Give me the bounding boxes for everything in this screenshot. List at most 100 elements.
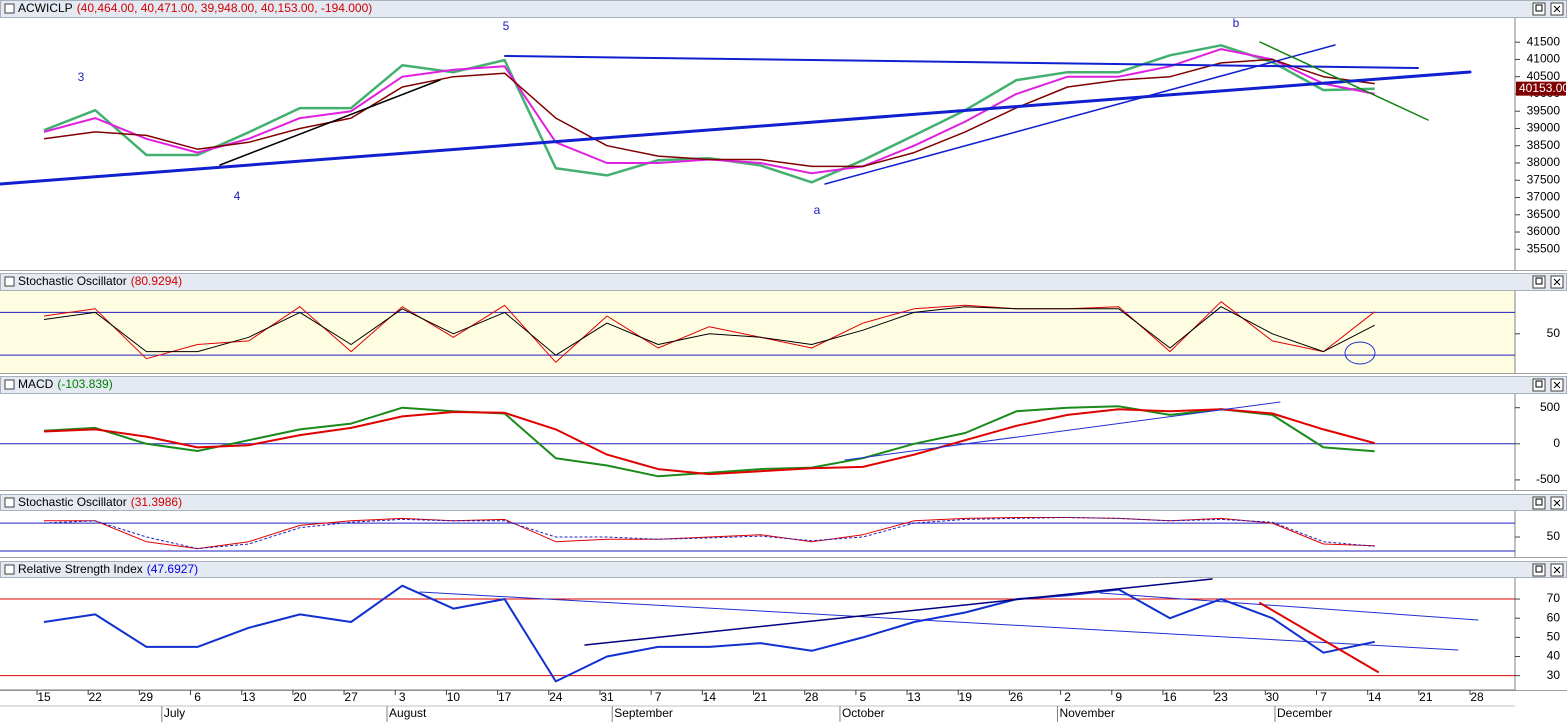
x-tick-label: 20: [293, 690, 307, 704]
x-tick-label: 14: [703, 690, 717, 704]
x-tick-label: 21: [754, 690, 768, 704]
x-tick-label: 29: [140, 690, 154, 704]
y-tick-label: 37000: [1527, 190, 1561, 204]
close-icon: [1553, 278, 1561, 286]
y-tick-label: 37500: [1527, 172, 1561, 186]
plot-area: [0, 511, 1515, 557]
y-tick-label: 0: [1553, 436, 1560, 450]
trend-lines: [0, 41, 1479, 673]
panel: MACD (-103.839) -500 0 500: [0, 376, 1567, 491]
panel-readout: (-103.839): [57, 377, 112, 391]
x-tick-label: 15: [37, 690, 51, 704]
y-tick-label: 500: [1540, 400, 1560, 414]
y-tick-label: 60: [1547, 610, 1561, 624]
wave-label: a: [814, 203, 821, 217]
panel: Relative Strength Index (47.6927) 30 40 50 60…: [0, 561, 1567, 691]
month-label: August: [389, 706, 427, 720]
plot-area: [0, 394, 1515, 490]
x-tick-label: 14: [1368, 690, 1382, 704]
x-tick-label: 13: [907, 690, 921, 704]
trend-line: [504, 55, 1419, 69]
panel-header: [0, 561, 1567, 578]
x-tick-label: 31: [600, 690, 614, 704]
x-tick-label: 5: [860, 690, 867, 704]
wave-label: 3: [78, 70, 85, 84]
series-line: [43, 405, 1375, 478]
x-tick-label: 26: [1010, 690, 1024, 704]
x-tick-label: 23: [1214, 690, 1228, 704]
series-line: [43, 44, 1375, 184]
panel-icon: [4, 3, 15, 14]
x-tick-label: 27: [344, 690, 358, 704]
y-tick-label: 36500: [1527, 207, 1561, 221]
x-tick-label: 16: [1163, 690, 1177, 704]
trend-line: [1259, 602, 1379, 673]
minimize-icon: [1535, 498, 1543, 506]
last-price-box: [1516, 81, 1566, 96]
y-tick-label: 41500: [1527, 34, 1561, 48]
y-tick-label: 39000: [1527, 121, 1561, 135]
panel-icon: [4, 379, 15, 390]
trend-line: [0, 70, 1472, 186]
last-price-label: 40153.00: [1519, 81, 1567, 95]
series-line: [43, 306, 1375, 356]
panel-icon: [4, 564, 15, 575]
trend-line: [584, 578, 1213, 646]
y-tick-label: 39500: [1527, 103, 1561, 117]
close-icon: [1553, 566, 1561, 574]
y-tick-label: 38500: [1527, 138, 1561, 152]
panel-readout: (47.6927): [147, 562, 198, 576]
trend-line: [1259, 41, 1429, 121]
y-tick-label: 40: [1547, 649, 1561, 663]
x-axis: 15 22 29 6 13 20 27 3 10 17 24 31 7 14 21 28 5 13 19 26 2 9 16…: [0, 689, 1515, 722]
month-label: July: [164, 706, 185, 720]
month-label: November: [1059, 706, 1114, 720]
panel-title: Stochastic Oscillator: [18, 495, 127, 509]
month-label: October: [842, 706, 885, 720]
close-icon: [1553, 499, 1561, 507]
x-tick-label: 28: [1470, 690, 1484, 704]
plot-area: [0, 578, 1515, 690]
x-tick-label: 7: [655, 690, 662, 704]
trend-line: [1099, 592, 1479, 621]
wave-label: 4: [234, 189, 241, 203]
y-tick-label: 40500: [1527, 69, 1561, 83]
panel-readout: (40,464.00, 40,471.00, 39,948.00, 40,153…: [77, 1, 373, 15]
trend-line: [824, 44, 1336, 185]
x-tick-label: 17: [498, 690, 512, 704]
plot-area: [0, 291, 1515, 373]
panel-header: [0, 273, 1567, 291]
series-line: [43, 408, 1375, 476]
x-tick-label: 9: [1115, 690, 1122, 704]
x-tick-label: 13: [242, 690, 256, 704]
wave-label: 5: [503, 19, 510, 33]
panel-readout: (31.3986): [131, 495, 182, 509]
x-tick-label: 19: [959, 690, 973, 704]
x-tick-label: 24: [549, 690, 563, 704]
panel-readout: (80.9294): [131, 274, 182, 288]
minimize-icon: [1535, 380, 1543, 388]
x-tick-label: 2: [1064, 690, 1071, 704]
panel-title: ACWICLP: [18, 1, 73, 15]
y-tick-label: 70: [1547, 591, 1561, 605]
x-tick-label: 6: [194, 690, 201, 704]
panel-icon: [4, 276, 15, 287]
close-icon: [1553, 381, 1561, 389]
plots: ACWICLP (40,464.00, 40,471.00, 39,948.00,…: [0, 0, 1567, 691]
y-tick-label: 30: [1547, 668, 1561, 682]
x-tick-label: 21: [1419, 690, 1433, 704]
minimize-icon: [1535, 565, 1543, 573]
y-tick-label: 50: [1547, 630, 1561, 644]
month-label: December: [1277, 706, 1332, 720]
series-line: [43, 584, 1375, 683]
x-tick-label: 3: [399, 690, 406, 704]
panel: Stochastic Oscillator (31.3986) 50: [0, 494, 1567, 558]
x-tick-label: 22: [89, 690, 103, 704]
y-tick-label: 36000: [1527, 224, 1561, 238]
panel-title: MACD: [18, 377, 54, 391]
x-tick-label: 7: [1320, 690, 1327, 704]
panel-title: Stochastic Oscillator: [18, 274, 127, 288]
panel-header: [0, 494, 1567, 511]
trend-line: [219, 79, 441, 166]
